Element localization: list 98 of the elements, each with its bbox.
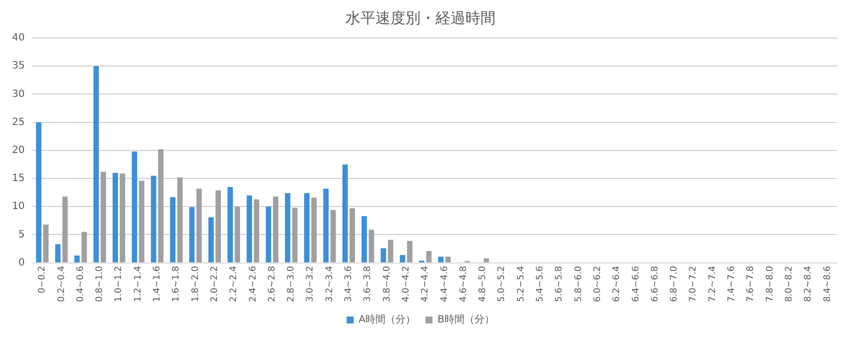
bar xyxy=(380,248,386,262)
x-tick-label: 5.2~5.4 xyxy=(516,266,526,302)
bar xyxy=(311,198,317,262)
bar xyxy=(196,188,202,262)
y-tick-label: 35 xyxy=(12,60,25,72)
bar xyxy=(208,217,214,262)
x-tick-label: 3.2~3.4 xyxy=(324,266,335,302)
legend-label: A時間（分） xyxy=(358,314,416,326)
y-tick-label: 40 xyxy=(12,32,25,44)
bar xyxy=(438,256,444,262)
bar xyxy=(388,240,394,262)
bar xyxy=(170,197,176,262)
y-tick-label: 25 xyxy=(12,116,25,128)
x-tick-label: 3.4~3.6 xyxy=(344,266,354,302)
bar xyxy=(100,172,106,262)
x-tick-label: 8.0~8.2 xyxy=(784,266,794,302)
x-tick-label: 6.6~6.8 xyxy=(650,266,660,302)
bar xyxy=(234,206,240,262)
bar xyxy=(120,173,126,262)
bar xyxy=(189,207,195,262)
x-tick-label: 2.8~3.0 xyxy=(286,266,297,302)
x-tick-label: 6.8~7.0 xyxy=(670,266,680,302)
bar xyxy=(272,196,278,262)
bar xyxy=(55,244,61,262)
y-tick-label: 0 xyxy=(18,257,25,268)
bar xyxy=(158,149,164,262)
x-tick-label: 7.2~7.4 xyxy=(708,266,718,302)
bar xyxy=(62,196,68,262)
x-tick-label: 1.6~1.8 xyxy=(172,266,182,302)
bar xyxy=(112,172,118,262)
x-tick-label: 4.2~4.4 xyxy=(420,266,431,302)
chart-title: 水平速度別・経過時間 xyxy=(346,8,496,27)
y-tick-label: 5 xyxy=(18,229,25,240)
bar xyxy=(484,258,490,262)
y-tick-label: 10 xyxy=(12,201,25,212)
x-tick-label: 5.8~6.0 xyxy=(574,266,584,302)
bar xyxy=(304,193,310,262)
x-tick-label: 1.8~2.0 xyxy=(190,266,201,302)
x-tick-label: 4.8~5.0 xyxy=(478,266,488,302)
bar xyxy=(150,176,156,262)
x-tick-label: 7.6~7.8 xyxy=(746,266,756,302)
bar xyxy=(177,177,183,262)
x-tick-label: 6.4~6.6 xyxy=(631,266,642,302)
bar xyxy=(292,208,298,262)
y-tick-label: 20 xyxy=(12,145,25,156)
legend-label: B時間（分） xyxy=(437,314,494,326)
x-tick-label: 5.0~5.2 xyxy=(497,266,508,302)
bar xyxy=(246,195,252,262)
x-tick-label: 2.2~2.4 xyxy=(229,266,240,302)
x-tick-label: 0.2~0.4 xyxy=(56,266,67,302)
bar xyxy=(350,208,355,262)
bar xyxy=(407,240,412,262)
bar xyxy=(228,186,233,262)
x-tick-label: 3.8~4.0 xyxy=(382,266,392,302)
x-tick-label: 3.0~3.2 xyxy=(306,266,316,302)
bar xyxy=(36,122,42,262)
bar xyxy=(284,193,290,262)
bar xyxy=(93,66,99,262)
bar xyxy=(368,230,374,262)
bar xyxy=(254,199,260,262)
bar xyxy=(426,251,432,262)
bar xyxy=(216,190,221,262)
bar xyxy=(362,216,367,262)
x-tick-label: 1.0~1.2 xyxy=(114,266,124,302)
x-tick-label: 2.0~2.2 xyxy=(210,266,220,302)
y-tick-label: 30 xyxy=(12,88,25,100)
bar xyxy=(445,256,451,262)
x-tick-label: 4.4~4.6 xyxy=(440,266,450,302)
x-tick-label: 7.4~7.6 xyxy=(727,266,738,302)
bar xyxy=(138,180,144,262)
bar xyxy=(323,188,329,262)
bar xyxy=(43,224,49,262)
bar xyxy=(330,210,336,262)
bar xyxy=(81,232,87,262)
x-tick-label: 4.6~4.8 xyxy=(458,266,469,302)
x-tick-label: 7.0~7.2 xyxy=(688,266,699,302)
bar xyxy=(342,164,348,262)
x-tick-label: 2.6~2.8 xyxy=(267,266,278,302)
x-tick-label: 8.2~8.4 xyxy=(804,266,814,302)
x-tick-label: 0~0.2 xyxy=(38,266,48,294)
x-tick-label: 1.4~1.6 xyxy=(152,266,163,302)
x-tick-label: 0.4~0.6 xyxy=(76,266,86,302)
x-tick-label: 7.8~8.0 xyxy=(765,266,776,302)
x-tick-label: 2.4~2.6 xyxy=(248,266,258,302)
bar xyxy=(132,152,138,262)
x-tick-label: 5.4~5.6 xyxy=(536,266,546,302)
x-tick-label: 0.8~1.0 xyxy=(95,266,106,302)
bar xyxy=(400,254,406,262)
x-tick-label: 8.4~8.6 xyxy=(822,266,833,302)
y-tick-label: 15 xyxy=(12,173,25,184)
bar xyxy=(266,206,272,262)
x-tick-label: 4.0~4.2 xyxy=(401,266,412,302)
x-tick-label: 6.2~6.4 xyxy=(612,266,622,302)
x-tick-label: 1.2~1.4 xyxy=(133,266,144,302)
bar xyxy=(74,256,80,262)
x-tick-label: 3.6~3.8 xyxy=(363,266,374,302)
x-tick-label: 6.0~6.2 xyxy=(592,266,603,302)
x-tick-label: 5.6~5.8 xyxy=(554,266,565,302)
